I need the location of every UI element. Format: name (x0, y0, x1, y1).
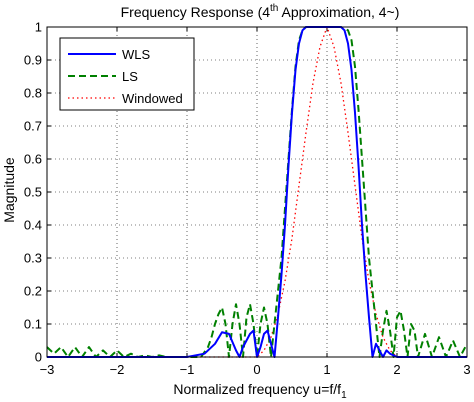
legend: WLS LS Windowed (59, 37, 195, 111)
y-tick-label: 1 (35, 20, 42, 35)
x-tick-label: 1 (323, 362, 330, 377)
y-tick-label: 0.7 (24, 119, 42, 134)
x-tick-label: −1 (180, 362, 195, 377)
y-tick-label: 0.4 (24, 218, 42, 233)
y-tick-label: 0.3 (24, 251, 42, 266)
legend-box (59, 37, 195, 111)
x-axis-label-subscript: 1 (341, 390, 347, 401)
chart-title-main: Frequency Response (4 (121, 4, 271, 20)
x-tick-label: 3 (463, 362, 470, 377)
x-tick-label: 0 (253, 362, 260, 377)
y-tick-labels: 0 0.1 0.2 0.3 0.4 0.5 0.6 0.7 0.8 0.9 1 (24, 20, 42, 365)
chart-title-rest: Approximation, 4~) (278, 4, 399, 20)
series-line-wls (47, 26, 467, 358)
y-tick-label: 0.1 (24, 317, 42, 332)
chart-title-superscript: th (270, 3, 278, 14)
y-tick-label: 0.8 (24, 86, 42, 101)
y-tick-label: 0.6 (24, 152, 42, 167)
x-tick-labels: −3 −2 −1 0 1 2 3 (40, 362, 471, 377)
plot-area-frame (46, 26, 468, 358)
legend-label-windowed: Windowed (122, 91, 183, 106)
x-axis-label-main: Normalized frequency u=f/f (173, 381, 341, 397)
legend-label-wls: WLS (122, 47, 151, 62)
x-tick-label: −2 (110, 362, 125, 377)
series-line-windowed (47, 26, 467, 358)
y-tick-label: 0.9 (24, 53, 42, 68)
x-tick-label: −3 (40, 362, 55, 377)
y-tick-label: 0 (35, 350, 42, 365)
legend-label-ls: LS (122, 69, 138, 84)
y-axis-label: Magnitude (1, 157, 17, 223)
y-tick-label: 0.2 (24, 284, 42, 299)
x-tick-label: 2 (393, 362, 400, 377)
chart-title: Frequency Response (4th Approximation, 4… (121, 3, 400, 20)
y-tick-label: 0.5 (24, 185, 42, 200)
x-axis-label: Normalized frequency u=f/f1 (173, 381, 347, 401)
